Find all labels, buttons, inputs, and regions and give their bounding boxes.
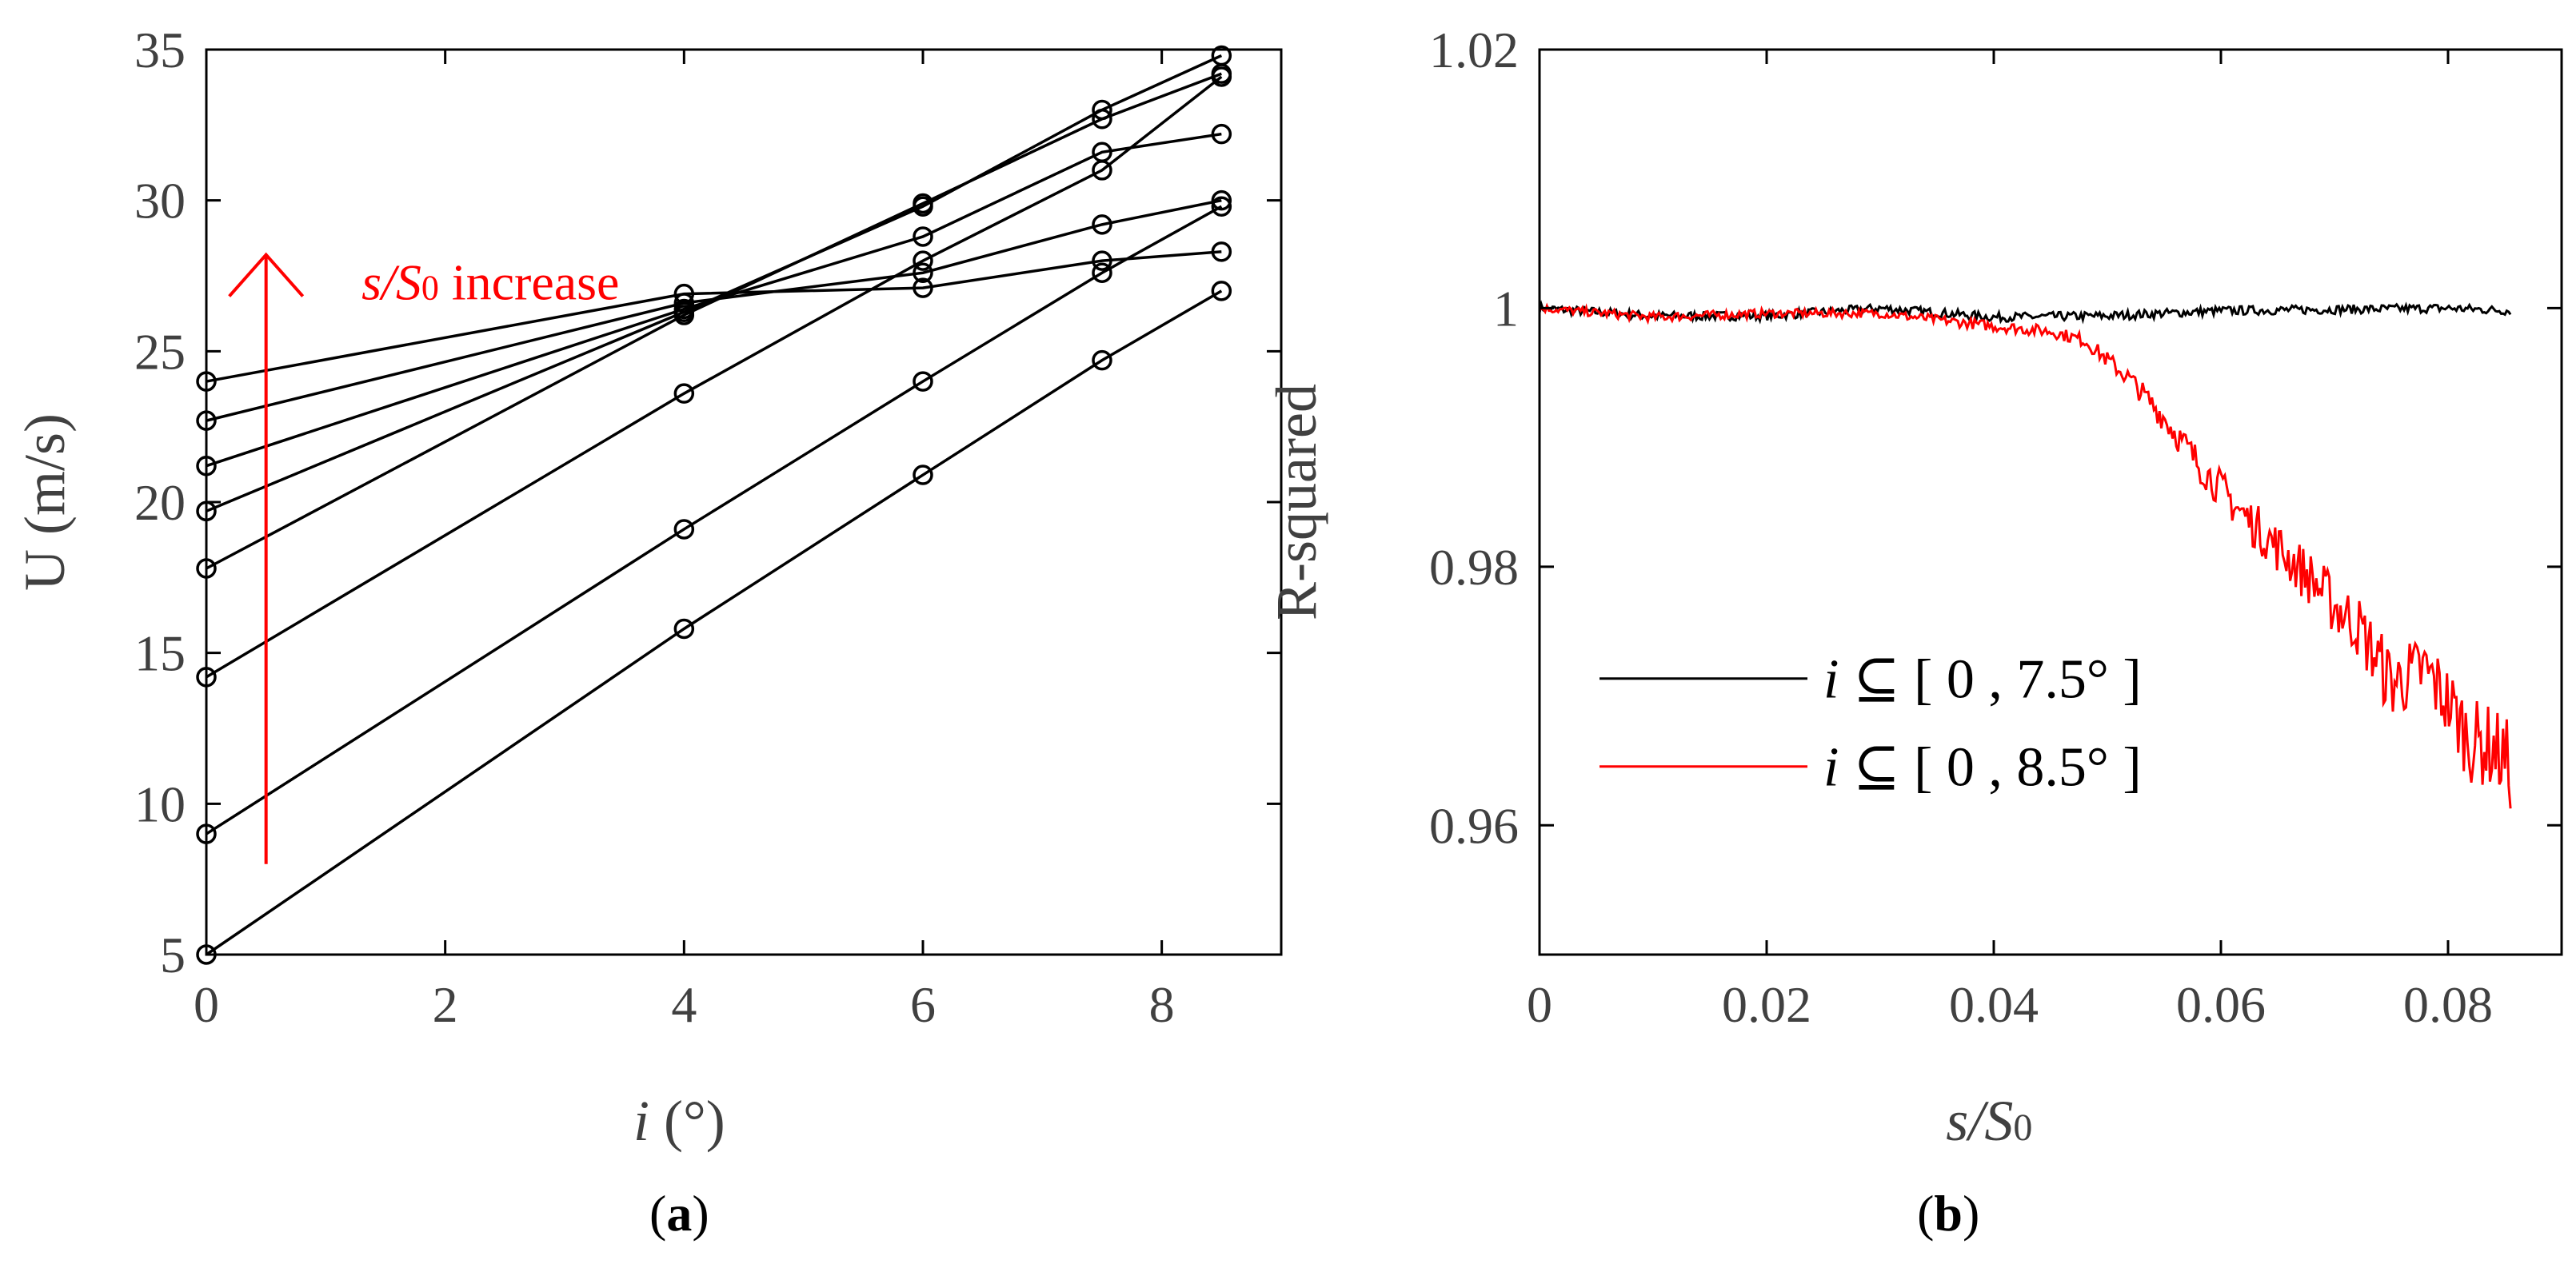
panel-b-label-letter: b [1934,1185,1963,1242]
a-series-line-curve-1 [206,289,1223,956]
b-series-line-0 [1538,300,2512,325]
panel-a-label: (a) [649,1185,709,1242]
panel-a-ticks: 0 2 4 6 8 5 10 15 20 25 30 35 [134,22,1281,1033]
b-x-tick-label: 0.04 [1949,976,2039,1033]
a-data-point [1092,99,1112,121]
a-y-tick-label: 10 [134,776,186,832]
legend-label-8-5: i ⊆ [ 0 , 8.5° ] [1823,737,2142,799]
a-x-tick-label: 6 [910,976,936,1033]
a-data-point [1092,214,1112,235]
a-data-point [673,298,695,320]
a-data-point [1211,123,1232,145]
a-x-tick-label: 0 [194,976,219,1033]
a-y-tick-label: 20 [134,474,186,531]
panel-b-x-axis-variable: s/S [1946,1089,2013,1153]
a-series-line-curve-6 [206,132,1222,468]
panel-b-x-axis-subscript: 0 [2013,1106,2032,1149]
increase-annotation-text: s/S0 increase [361,254,619,311]
a-y-tick-label: 15 [134,625,186,682]
a-data-point [1211,281,1232,301]
a-data-point [1211,45,1232,66]
legend-label-7-5: i ⊆ [ 0 , 7.5° ] [1823,649,2142,711]
a-data-point [673,383,695,404]
a-data-point [1092,262,1112,283]
panel-a-label-letter: a [666,1185,692,1242]
panel-b: 0 0.02 0.04 0.06 0.08 0.96 0.98 1 1.02 R-squared… [1264,22,2563,1242]
a-data-point [673,283,695,305]
a-data-point [1211,196,1232,217]
b-x-tick-label: 0.08 [2403,976,2493,1033]
a-data-point [913,465,933,485]
a-y-tick-label: 5 [160,927,186,983]
annotation-rest: increase [439,254,620,311]
legend-var-7-5: i [1823,649,1839,711]
b-y-tick-label: 0.96 [1429,797,1519,854]
b-series-line-1 [1538,302,2512,809]
panel-b-plot-area [1538,300,2512,809]
panel-a-frame [205,48,1283,956]
panel-a-y-axis-label: U (m/s) [13,413,77,591]
a-series-line-curve-4 [206,72,1222,570]
a-y-tick-label: 35 [134,22,186,78]
panel-b-ticks: 0 0.02 0.04 0.06 0.08 0.96 0.98 1 1.02 [1429,22,2562,1033]
a-data-point [1092,250,1112,271]
a-series-line-curve-7 [206,198,1222,422]
a-data-point [1211,189,1232,211]
a-x-tick-label: 8 [1149,976,1175,1033]
a-data-point [1211,241,1232,262]
b-y-tick-label: 1 [1493,280,1519,337]
panel-b-label: (b) [1917,1185,1979,1242]
panel-b-legend: i ⊆ [ 0 , 7.5° ] i ⊆ [ 0 , 8.5° ] [1600,649,2142,799]
a-data-point [673,618,695,640]
a-series-line-curve-3 [206,75,1223,679]
a-x-tick-label: 4 [671,976,697,1033]
a-series-line-curve-8 [206,250,1222,383]
a-data-point [913,196,933,217]
a-data-point [913,262,933,283]
a-series-line-curve-2 [206,205,1223,835]
panel-a-x-axis-variable: i [633,1089,649,1153]
a-data-point [913,371,933,392]
legend-rest-8-5: ⊆ [ 0 , 8.5° ] [1839,737,2141,799]
a-data-point [673,519,695,540]
increase-arrow-head [228,252,305,297]
a-y-tick-label: 25 [134,323,186,380]
a-series-line-curve-5 [206,54,1223,512]
a-data-point [913,277,933,298]
a-x-tick-label: 2 [433,976,458,1033]
panel-b-x-axis-label: s/S0 [1946,1089,2032,1153]
legend-rest-7-5: ⊆ [ 0 , 7.5° ] [1839,649,2141,711]
panel-a: 0 2 4 6 8 5 10 15 20 25 30 35 U (m/s) i (°) (a) s/S… [13,22,1283,1242]
panel-b-y-axis-label: R-squared [1264,384,1328,620]
b-y-tick-label: 0.98 [1429,539,1519,596]
a-data-point [913,250,933,271]
a-data-point [1092,349,1112,371]
b-x-tick-label: 0.02 [1722,976,1811,1033]
annotation-var: s/S [361,254,421,311]
a-data-point [913,226,933,247]
increase-annotation: s/S0 increase [228,252,619,864]
a-y-tick-label: 30 [134,173,186,229]
panel-a-plot-area [196,45,1232,965]
b-x-tick-label: 0 [1527,976,1552,1033]
panel-a-x-axis-label: i (°) [633,1089,725,1153]
panel-b-frame [1538,48,2563,956]
a-data-point [1092,142,1112,163]
panel-a-x-axis-unit: (°) [649,1089,725,1153]
b-y-tick-label: 1.02 [1429,22,1519,78]
annotation-subscript: 0 [421,269,439,308]
b-x-tick-label: 0.06 [2176,976,2266,1033]
legend-var-8-5: i [1823,737,1839,799]
